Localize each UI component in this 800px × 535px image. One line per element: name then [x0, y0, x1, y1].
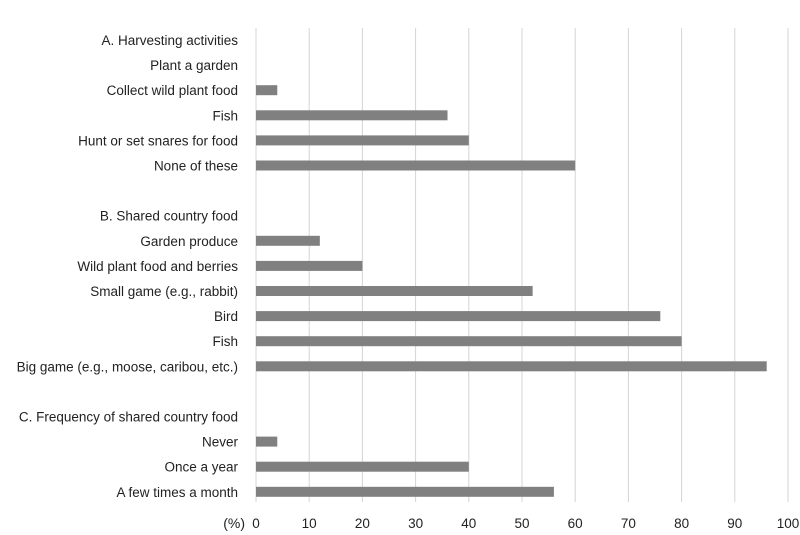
x-tick-label: 40 [461, 516, 476, 531]
bar [256, 260, 363, 271]
section-heading: B. Shared country food [100, 209, 238, 224]
x-tick-label: 50 [514, 516, 529, 531]
gridlines [255, 28, 789, 502]
bar [256, 461, 469, 472]
x-tick-label: 10 [302, 516, 317, 531]
bar [256, 436, 278, 447]
category-label: A few times a month [116, 485, 238, 500]
bar [256, 160, 576, 171]
section-heading: C. Frequency of shared country food [19, 410, 238, 425]
x-tick-label: 80 [674, 516, 689, 531]
bar [256, 235, 320, 246]
category-label: Fish [212, 108, 238, 123]
bar [256, 135, 469, 146]
category-label: None of these [154, 159, 238, 174]
category-label: Once a year [164, 460, 238, 475]
category-labels: A. Harvesting activities Plant a garden Co… [17, 33, 239, 500]
x-tick-label: 90 [727, 516, 742, 531]
x-tick-label: 30 [408, 516, 423, 531]
category-label: Wild plant food and berries [77, 259, 238, 274]
bar [256, 85, 278, 96]
bar [256, 286, 533, 296]
bar [256, 110, 448, 121]
bar [256, 311, 661, 322]
x-tick-label: 60 [568, 516, 583, 531]
x-tick-label: 20 [355, 516, 370, 531]
category-label: Plant a garden [150, 58, 238, 73]
category-label: Never [202, 435, 239, 450]
category-label: Fish [212, 334, 238, 349]
x-tick-label: 100 [777, 516, 800, 531]
category-label: Collect wild plant food [107, 83, 238, 98]
bar [256, 361, 767, 372]
category-label: Hunt or set snares for food [78, 133, 238, 148]
x-tick-label: 0 [252, 516, 260, 531]
bar [256, 336, 682, 347]
x-axis-unit-label: (%) [223, 515, 245, 531]
category-label: Small game (e.g., rabbit) [90, 284, 238, 299]
x-tick-label: 70 [621, 516, 636, 531]
bars [256, 85, 767, 497]
category-label: Bird [214, 309, 238, 324]
category-label: Garden produce [140, 234, 238, 249]
x-axis-ticks: 0 10 20 30 40 50 60 70 80 90 100 [252, 516, 799, 531]
section-heading: A. Harvesting activities [101, 33, 238, 48]
bar [256, 486, 554, 497]
category-label: Big game (e.g., moose, caribou, etc.) [17, 359, 238, 374]
